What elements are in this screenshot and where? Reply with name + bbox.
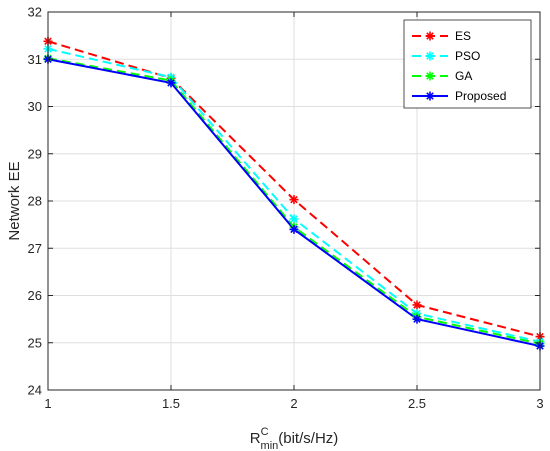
- legend-marker-pso: [425, 51, 435, 61]
- legend-marker-es: [425, 31, 435, 41]
- y-tick-label: 26: [28, 288, 42, 303]
- x-axis-label-sup: C: [261, 426, 269, 438]
- y-tick-label: 24: [28, 383, 42, 398]
- legend-label-proposed: Proposed: [455, 89, 506, 103]
- legend-item-proposed: Proposed: [412, 89, 506, 103]
- x-tick-label: 3: [536, 396, 543, 411]
- y-tick-label: 27: [28, 241, 42, 256]
- y-tick-label: 28: [28, 194, 42, 209]
- data-point-proposed: [166, 78, 176, 88]
- y-tick-label: 25: [28, 335, 42, 350]
- y-tick-label: 31: [28, 52, 42, 67]
- x-axis-label: RC min(bit/s/Hz): [250, 426, 339, 451]
- x-tick-label: 1: [44, 396, 51, 411]
- legend-item-ga: GA: [412, 69, 472, 83]
- x-tick-label: 2.5: [408, 396, 426, 411]
- y-tick-label: 30: [28, 99, 42, 114]
- y-tick-label: 32: [28, 5, 42, 20]
- x-axis-ticks: 1 1.5 2 2.5 3: [44, 12, 544, 411]
- legend-label-ga: GA: [455, 69, 472, 83]
- data-point-proposed: [412, 314, 422, 324]
- x-tick-label: 1.5: [162, 396, 180, 411]
- x-axis-label-main: R: [250, 430, 261, 447]
- data-point-pso: [289, 214, 299, 224]
- data-point-es: [289, 195, 299, 205]
- y-axis-ticks: 24 25 26 27 28 29 30 31 32: [28, 5, 540, 398]
- legend: ES PSO GA Proposed: [403, 19, 532, 109]
- legend-label-es: ES: [455, 29, 471, 43]
- legend-items: ES PSO GA Proposed: [412, 29, 506, 103]
- x-axis-label-units: (bit/s/Hz): [278, 430, 338, 447]
- x-axis-label-sub: min: [261, 440, 279, 451]
- legend-item-es: ES: [412, 29, 471, 43]
- x-tick-label: 2: [290, 396, 297, 411]
- legend-box: [403, 19, 532, 109]
- y-tick-label: 29: [28, 146, 42, 161]
- legend-label-pso: PSO: [455, 49, 480, 63]
- legend-marker-proposed: [425, 91, 435, 101]
- legend-marker-ga: [425, 71, 435, 81]
- y-axis-label: Network EE: [6, 161, 23, 240]
- legend-item-pso: PSO: [412, 49, 480, 63]
- data-point-es: [412, 300, 422, 310]
- data-point-proposed: [289, 224, 299, 234]
